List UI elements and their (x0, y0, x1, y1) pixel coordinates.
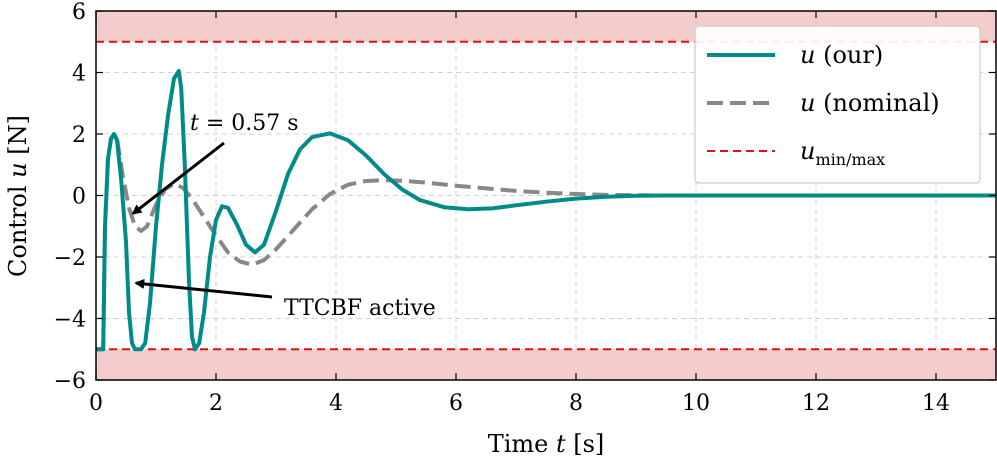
annotation-ttcbf: TTCBF active (134, 278, 436, 321)
x-tick-label: 4 (329, 391, 343, 416)
legend-label-our: u (our) (800, 41, 883, 69)
x-tick-label: 12 (802, 391, 830, 416)
x-tick-label: 14 (922, 391, 950, 416)
annotation-t057-text: t = 0.57 s (190, 111, 299, 136)
x-tick-label: 10 (682, 391, 710, 416)
annotation-t057: t = 0.57 s (131, 111, 299, 215)
annotation-ttcbf-text: TTCBF active (284, 296, 436, 321)
infeasible-region-bottom (96, 349, 996, 380)
x-axis-label: Time t [s] (488, 430, 605, 458)
y-axis-label: Control u [N] (4, 115, 32, 277)
y-tick-label: −2 (54, 246, 86, 271)
y-tick-labels: −6 −4 −2 0 2 4 6 (54, 0, 86, 394)
x-tick-label: 6 (449, 391, 463, 416)
y-tick-label: 0 (72, 185, 86, 210)
x-tick-label: 0 (89, 391, 103, 416)
y-tick-label: 6 (72, 0, 86, 25)
series-u-our (96, 69, 996, 352)
ticks (95, 10, 996, 381)
legend-label-nominal: u (nominal) (800, 89, 940, 117)
legend-box (694, 25, 981, 184)
x-tick-label: 2 (209, 391, 223, 416)
x-tick-labels: 0 2 4 6 8 10 12 14 (89, 391, 950, 416)
annotation-arrow-ttcbf (134, 278, 273, 299)
annotation-arrow-t057 (131, 141, 225, 215)
x-tick-label: 8 (569, 391, 583, 416)
y-tick-label: 2 (72, 123, 86, 148)
legend: u (our) u (nominal) umin/max (694, 25, 981, 184)
y-tick-label: 4 (72, 62, 86, 87)
y-tick-label: −6 (54, 369, 86, 394)
y-tick-label: −4 (54, 308, 86, 333)
legend-label-limits: umin/max (800, 137, 885, 169)
